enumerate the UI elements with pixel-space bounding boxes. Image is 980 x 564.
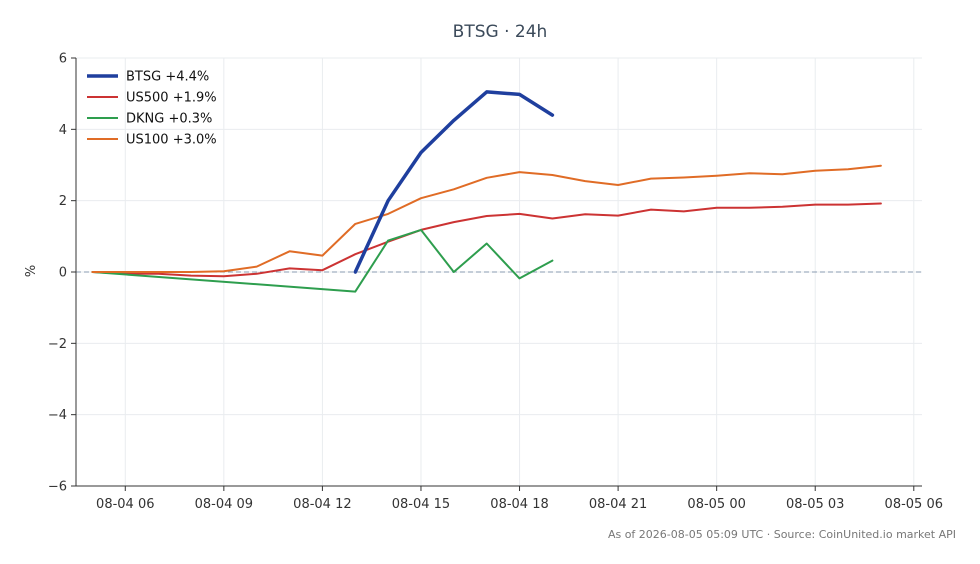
x-tick-label: 08-04 12: [293, 497, 351, 512]
legend-label: US100 +3.0%: [126, 133, 217, 148]
y-tick-label: −6: [48, 480, 67, 495]
y-tick-label: 6: [59, 52, 67, 67]
y-tick-label: 2: [59, 194, 67, 209]
series-line-2: [91, 228, 554, 293]
series-line-3: [91, 164, 882, 273]
series-group: [91, 90, 882, 293]
y-tick-label: −4: [48, 408, 67, 423]
axes: −6 −4 −2 0 2 4 6 08-04 06 08-04 09 08-04 12 08-04 …: [48, 52, 943, 513]
chart-title: BTSG · 24h: [453, 22, 548, 42]
legend-label: US500 +1.9%: [126, 91, 217, 106]
series-line-0: [353, 90, 555, 274]
x-tick-label: 08-05 06: [885, 497, 943, 512]
legend-label: BTSG +4.4%: [126, 70, 209, 85]
legend: BTSG +4.4% US500 +1.9% DKNG +0.3% US100 +3.…: [87, 70, 217, 148]
x-tick-label: 08-04 15: [392, 497, 450, 512]
x-tick-label: 08-04 09: [195, 497, 253, 512]
series-line-1: [91, 202, 882, 278]
y-axis-label: %: [24, 265, 39, 277]
y-tick-label: 0: [59, 266, 67, 281]
legend-label: DKNG +0.3%: [126, 112, 212, 127]
x-tick-label: 08-05 03: [786, 497, 844, 512]
x-tick-label: 08-04 21: [589, 497, 647, 512]
x-tick-label: 08-04 18: [490, 497, 548, 512]
y-tick-label: 4: [59, 123, 67, 138]
x-tick-label: 08-04 06: [96, 497, 154, 512]
x-tick-label: 08-05 00: [687, 497, 745, 512]
y-tick-label: −2: [48, 337, 67, 352]
chart-footer: As of 2026-08-05 05:09 UTC · Source: Coi…: [608, 528, 956, 541]
